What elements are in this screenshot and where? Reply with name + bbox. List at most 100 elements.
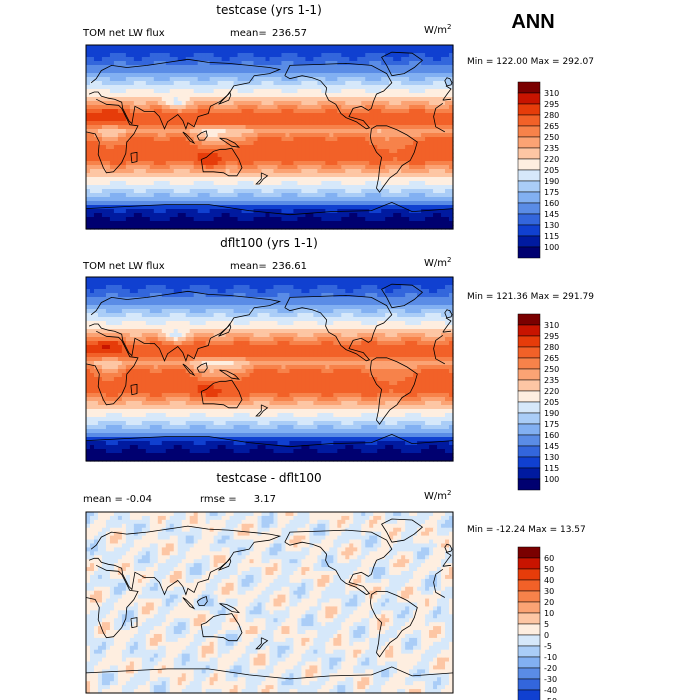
map-frame — [85, 511, 454, 694]
map-field — [86, 45, 454, 230]
colorbar-tick-label: 175 — [544, 420, 559, 429]
map-frame — [85, 44, 454, 230]
coastlines — [85, 283, 454, 448]
colorbar-swatch — [517, 136, 541, 149]
colorbar-tick-label: 60 — [544, 554, 554, 563]
colorbar-tick-label: 295 — [544, 100, 559, 109]
colorbar-tick-label: -20 — [544, 664, 557, 673]
mean-value: -0.04 — [126, 494, 152, 505]
colorbar-swatch — [517, 590, 541, 603]
colorbar-tick-label: 5 — [544, 620, 549, 629]
colorbar-swatch — [517, 357, 541, 370]
units-label: W/m2 — [424, 489, 451, 502]
colorbar-swatch — [517, 114, 541, 127]
colorbar-swatch — [517, 645, 541, 658]
field-label: TOM net LW flux — [82, 28, 165, 39]
colorbar-tick-label: 235 — [544, 376, 559, 385]
colorbar-swatch — [517, 667, 541, 680]
colorbar-swatch — [517, 147, 541, 160]
colorbar-swatch — [517, 346, 541, 359]
colorbar-swatch — [517, 601, 541, 614]
colorbar-swatch — [517, 634, 541, 647]
panel-1: testcase (yrs 1-1) TOM net LW flux mean= 23… — [82, 3, 594, 259]
colorbar-swatch — [517, 478, 541, 491]
colorbar-tick-label: 220 — [544, 155, 559, 164]
panel-2: dflt100 (yrs 1-1) TOM net LW flux mean= 236… — [82, 236, 594, 491]
coastlines — [85, 51, 454, 216]
season-label: ANN — [511, 11, 554, 33]
colorbar-swatch — [517, 546, 541, 559]
colorbar-swatch — [517, 125, 541, 138]
colorbar-tick-label: 265 — [544, 354, 559, 363]
colorbar-tick-label: 160 — [544, 199, 559, 208]
colorbar-swatch — [517, 158, 541, 171]
min-max-label: Min = 122.00 Max = 292.07 — [467, 57, 594, 67]
colorbar-swatch — [517, 379, 541, 392]
colorbar-tick-label: 310 — [544, 89, 559, 98]
colorbar-tick-label: 310 — [544, 321, 559, 330]
map-frame — [85, 276, 454, 462]
mean-value: 236.57 — [272, 28, 307, 39]
colorbar-tick-label: 115 — [544, 232, 559, 241]
colorbar-tick-label: 160 — [544, 431, 559, 440]
colorbar-tick-label: 280 — [544, 111, 559, 120]
colorbar-swatch — [517, 191, 541, 204]
colorbar-swatch — [517, 246, 541, 259]
colorbar-tick-label: 20 — [544, 598, 554, 607]
colorbar-tick-label: 280 — [544, 343, 559, 352]
colorbar-swatch — [517, 467, 541, 480]
panel-title: testcase (yrs 1-1) — [216, 3, 322, 17]
colorbar-swatch — [517, 224, 541, 237]
colorbar-tick-label: 220 — [544, 387, 559, 396]
colorbar-swatch — [517, 235, 541, 248]
colorbar-swatch — [517, 313, 541, 326]
field-label: TOM net LW flux — [82, 261, 165, 272]
colorbar-tick-label: 130 — [544, 453, 559, 462]
units-label: W/m2 — [424, 256, 451, 269]
colorbar-tick-label: 145 — [544, 442, 559, 451]
colorbar-tick-label: 10 — [544, 609, 554, 618]
colorbar-swatch — [517, 623, 541, 636]
colorbar-tick-label: 190 — [544, 177, 559, 186]
colorbar-swatch — [517, 180, 541, 193]
colorbar-tick-label: 205 — [544, 398, 559, 407]
coastlines — [85, 518, 454, 680]
colorbar-swatch — [517, 423, 541, 436]
colorbar-tick-label: 145 — [544, 210, 559, 219]
colorbar-tick-label: -50 — [544, 697, 557, 700]
colorbar-swatch — [517, 656, 541, 669]
colorbar-swatch — [517, 169, 541, 182]
colorbar-swatch — [517, 689, 541, 700]
colorbar-swatch — [517, 81, 541, 94]
colorbar: 310 295 280 265 250 235 220 205 190 175 160 145 130 1… — [517, 313, 559, 491]
min-max-label: Min = 121.36 Max = 291.79 — [467, 292, 594, 302]
colorbar-tick-label: 250 — [544, 365, 559, 374]
map-field — [86, 512, 454, 694]
colorbar-tick-label: 50 — [544, 565, 554, 574]
colorbar-tick-label: -40 — [544, 686, 557, 695]
colorbar-swatch — [517, 103, 541, 116]
units-label: W/m2 — [424, 23, 451, 36]
colorbar-tick-label: 130 — [544, 221, 559, 230]
colorbar-swatch — [517, 335, 541, 348]
mean-value: 236.61 — [272, 261, 307, 272]
colorbar-tick-label: 100 — [544, 243, 559, 252]
colorbar-tick-label: 115 — [544, 464, 559, 473]
mean-label: mean= — [230, 261, 267, 272]
panel-title: dflt100 (yrs 1-1) — [220, 236, 318, 250]
colorbar-tick-label: -30 — [544, 675, 557, 684]
colorbar-swatch — [517, 324, 541, 337]
colorbar-swatch — [517, 456, 541, 469]
colorbar-tick-label: 205 — [544, 166, 559, 175]
colorbar-tick-label: 100 — [544, 475, 559, 484]
colorbar-swatch — [517, 368, 541, 381]
colorbar-swatch — [517, 612, 541, 625]
colorbar-tick-label: 235 — [544, 144, 559, 153]
colorbar-swatch — [517, 579, 541, 592]
colorbar-swatch — [517, 401, 541, 414]
colorbar-tick-label: 250 — [544, 133, 559, 142]
colorbar-swatch — [517, 434, 541, 447]
panel-title: testcase - dflt100 — [216, 471, 321, 485]
